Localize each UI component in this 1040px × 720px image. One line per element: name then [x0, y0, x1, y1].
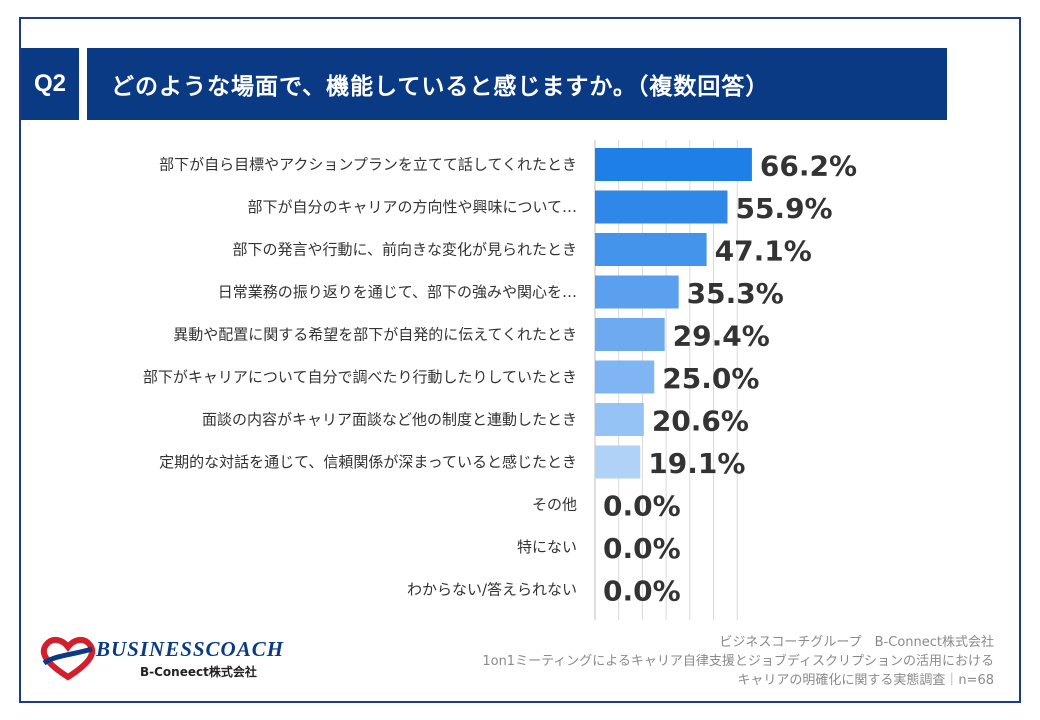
logo-subtitle: B-Coneect株式会社 — [140, 665, 257, 679]
bar — [595, 318, 665, 351]
value-label: 47.1% — [715, 235, 812, 268]
value-label: 0.0% — [603, 532, 681, 565]
category-label: 定期的な対話を通じて、信頼関係が深まっていると感じたとき — [159, 453, 577, 471]
bar — [595, 190, 728, 224]
category-label: その他 — [532, 496, 577, 514]
value-label: 0.0% — [603, 575, 681, 608]
category-label: 異動や配置に関する希望を部下が自発的に伝えてくれたとき — [173, 326, 577, 344]
bar — [595, 360, 655, 394]
footer-line-3: キャリアの明確化に関する実態調査｜n=68 — [737, 673, 994, 688]
category-label: 部下がキャリアについて自分で調べたり行動したりしていたとき — [143, 368, 577, 386]
question-badge: Q2 — [21, 48, 79, 120]
footer-line-1: ビジネスコーチグループ B-Connect株式会社 — [719, 635, 994, 650]
bar — [595, 233, 707, 266]
category-label: 日常業務の振り返りを通じて、部下の強みや関心を… — [218, 283, 577, 301]
slide-frame — [19, 17, 1021, 703]
bar — [595, 403, 644, 436]
bar — [595, 148, 752, 181]
heart-logo-icon — [40, 637, 96, 681]
value-label: 25.0% — [662, 362, 759, 395]
source-footer: ビジネスコーチグループ B-Connect株式会社 1on1ミーティングによるキ… — [482, 633, 994, 690]
bar — [595, 445, 641, 479]
category-label: 部下が自分のキャリアの方向性や興味について… — [247, 198, 577, 216]
value-label: 0.0% — [603, 490, 681, 523]
value-label: 35.3% — [687, 277, 784, 310]
category-label: 面談の内容がキャリア面談など他の制度と連動したとき — [202, 411, 577, 429]
value-label: 66.2% — [760, 150, 857, 183]
bar — [595, 275, 679, 309]
footer-line-2: 1on1ミーティングによるキャリア自律支援とジョブディスクリプションの活用におけ… — [482, 654, 994, 669]
value-label: 55.9% — [735, 192, 832, 225]
company-logo: BUSINESSCOACH B-Coneect株式会社 — [38, 633, 318, 683]
value-label: 29.4% — [673, 320, 770, 353]
category-label: 特にない — [517, 538, 577, 556]
value-label: 20.6% — [652, 405, 749, 438]
logo-brand: BUSINESSCOACH — [96, 637, 285, 661]
category-label: 部下の発言や行動に、前向きな変化が見られたとき — [232, 241, 577, 259]
chart-title: どのような場面で、機能していると感じますか。（複数回答） — [87, 48, 947, 120]
category-label: 部下が自ら目標やアクションプランを立てて話してくれたとき — [159, 156, 577, 174]
category-label: わからない/答えられない — [407, 581, 577, 599]
value-label: 19.1% — [648, 447, 745, 480]
